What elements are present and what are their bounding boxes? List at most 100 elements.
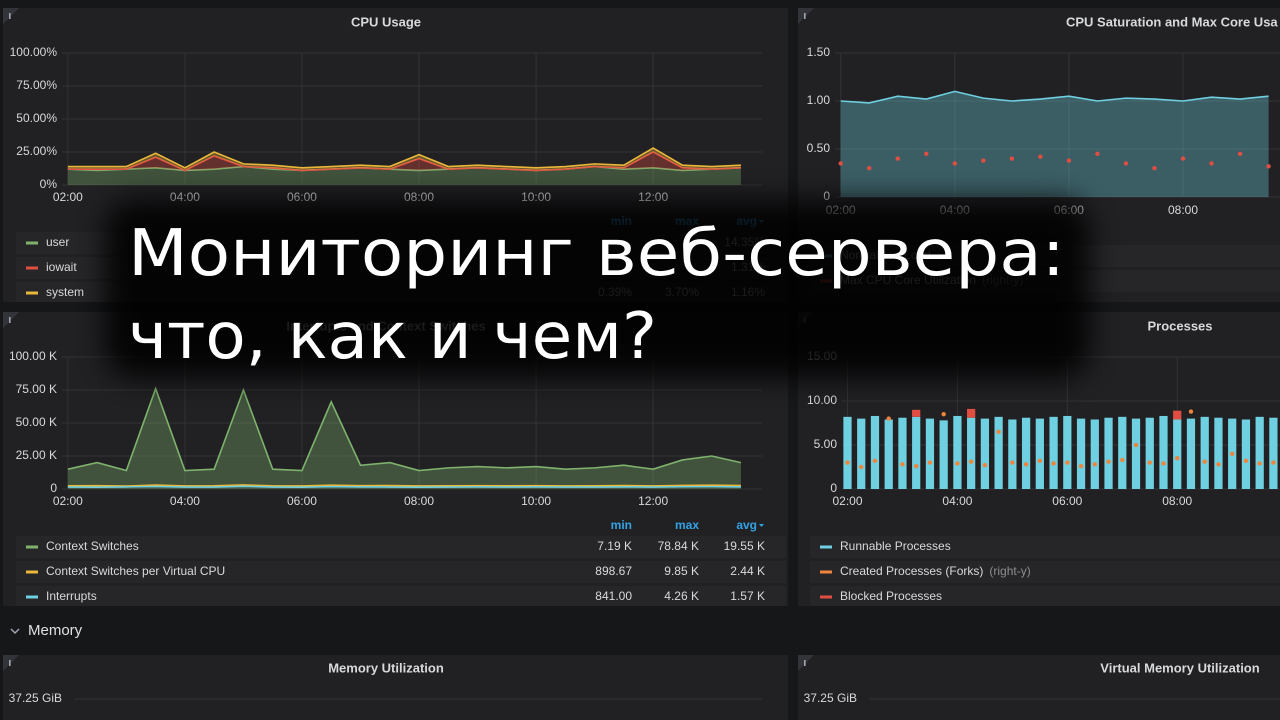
legend-stat: 1.57 K	[730, 589, 765, 603]
data-point	[859, 464, 864, 470]
bar	[1145, 417, 1154, 489]
x-tick-label: 02:00	[832, 494, 862, 508]
data-point	[1009, 156, 1015, 161]
legend-header: max	[675, 518, 699, 532]
y-tick-label: 0%	[40, 177, 58, 191]
bar	[1021, 417, 1031, 489]
series-area	[67, 388, 741, 489]
data-point	[924, 151, 929, 156]
y-tick-label: 100.00%	[10, 45, 58, 59]
data-point	[1065, 460, 1070, 465]
bar	[1008, 419, 1017, 489]
data-point	[955, 461, 960, 466]
info-corner	[798, 8, 814, 24]
data-point	[895, 156, 900, 161]
legend-row-bg	[16, 586, 786, 606]
legend-row-bg	[810, 586, 1280, 606]
bar	[1173, 419, 1182, 489]
bar	[884, 419, 893, 489]
bar	[1049, 416, 1058, 489]
series-line	[67, 484, 741, 487]
bar	[912, 409, 921, 417]
row-title: Memory	[28, 622, 83, 639]
data-point	[1180, 156, 1186, 161]
bar	[1186, 418, 1196, 489]
bar	[967, 408, 976, 418]
y-tick-label: 0.50	[807, 141, 831, 155]
data-point	[1188, 409, 1194, 414]
y-tick-label: 1.00	[807, 93, 831, 107]
y-tick-label: 25.00 K	[16, 448, 57, 462]
y-tick-label: 0	[50, 481, 57, 495]
y-tick-label: 37.25 GiB	[9, 691, 62, 705]
y-tick-label: 0	[823, 189, 830, 203]
bar	[1255, 416, 1264, 489]
x-tick-label: 06:00	[1052, 494, 1082, 508]
data-point	[1010, 460, 1015, 465]
overlay-title: что, как и чем?	[128, 300, 657, 374]
bar	[912, 416, 921, 489]
data-point	[1038, 154, 1043, 159]
data-point	[927, 460, 933, 465]
info-icon	[9, 660, 11, 666]
panel-title: Memory Utilization	[328, 660, 444, 675]
y-tick-label: 75.00 K	[16, 382, 57, 396]
data-point	[1229, 451, 1235, 456]
data-point	[1175, 456, 1180, 461]
y-tick-label: 50.00 K	[16, 415, 57, 429]
info-icon	[804, 660, 806, 666]
bar	[843, 416, 852, 489]
legend-label: system	[46, 285, 84, 299]
data-point	[1037, 458, 1043, 464]
data-point	[952, 161, 958, 166]
x-tick-label: 08:00	[1168, 203, 1198, 217]
legend-stat: 841.00	[595, 589, 632, 603]
panel: Memory Utilization 37.25 GiB	[3, 655, 788, 720]
data-point	[913, 463, 919, 469]
bar	[898, 417, 907, 489]
bar	[925, 418, 935, 489]
legend-label: Context Switches per Virtual CPU	[46, 564, 225, 578]
series-area	[67, 148, 741, 171]
data-point	[900, 462, 905, 467]
data-point	[1161, 461, 1166, 466]
y-tick-label: 75.00%	[16, 78, 57, 92]
legend-label: Interrupts	[46, 589, 97, 603]
data-point	[1023, 462, 1029, 467]
bar	[1090, 419, 1099, 489]
data-point	[838, 161, 843, 166]
y-tick-label: 100.00 K	[9, 349, 57, 363]
sort-arrow	[759, 524, 764, 527]
legend-stat: 2.44 K	[730, 564, 765, 578]
series-line	[67, 151, 741, 172]
info-icon	[9, 317, 11, 323]
bar	[857, 418, 866, 489]
x-tick-label: 08:00	[404, 494, 434, 508]
y-tick-label: 10.00	[807, 393, 837, 407]
data-point	[1266, 164, 1271, 169]
legend-header: min	[611, 518, 632, 532]
legend-header: avg	[736, 518, 757, 532]
bar	[1173, 410, 1182, 420]
legend-label: iowait	[46, 260, 77, 274]
legend-label: Context Switches	[46, 539, 139, 553]
x-tick-label: 02:00	[53, 190, 83, 204]
legend-suffix: (right-y)	[989, 564, 1030, 578]
data-point	[941, 412, 946, 417]
series-line	[67, 165, 741, 172]
legend-label: Runnable Processes	[840, 539, 951, 553]
series-area	[67, 166, 741, 185]
data-point	[867, 166, 872, 171]
legend-label: user	[46, 235, 69, 249]
legend-stat: 898.67	[595, 564, 632, 578]
legend-stat: 9.85 K	[664, 564, 699, 578]
overlay-shadow	[105, 200, 1090, 378]
bar	[1063, 415, 1072, 489]
bar	[939, 420, 948, 489]
panel-title: CPU Saturation and Max Core Usa	[1066, 14, 1278, 29]
series-line	[67, 147, 741, 169]
data-point	[1123, 161, 1129, 166]
x-tick-label: 02:00	[53, 494, 83, 508]
